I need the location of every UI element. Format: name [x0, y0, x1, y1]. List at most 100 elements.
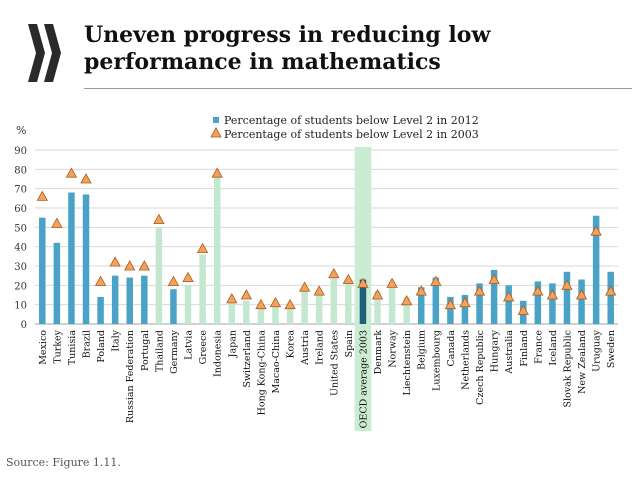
bar-2012-13 [228, 302, 236, 324]
x-tick-label-31: Hungary [490, 329, 501, 372]
bar-2012-24 [388, 281, 396, 324]
bar-2012-31 [490, 269, 498, 324]
bar-2012-5 [111, 275, 119, 324]
x-tick-label-0: Mexico [38, 330, 49, 365]
marker-layer [36, 167, 617, 315]
x-tick-label-16: Macao-China [271, 330, 282, 394]
y-tick-label-80: 80 [14, 165, 27, 176]
x-tick-label-20: United States [329, 330, 340, 396]
bar-2012-3 [82, 194, 90, 324]
x-tick-label-39: Sweden [606, 330, 617, 368]
x-tick-label-10: Latvia [184, 330, 195, 360]
bar-2012-1 [53, 242, 61, 324]
y-tick-labels: 0 10 20 30 40 50 60 70 80 90 [14, 146, 27, 331]
marker-2003-10 [182, 271, 194, 282]
x-tick-label-18: Austria [300, 330, 311, 366]
marker-2003-32 [503, 291, 515, 302]
y-tick-label-50: 50 [14, 223, 27, 234]
x-tick-label-6: Russian Federation [125, 330, 136, 423]
bar-2012-27 [432, 277, 440, 324]
bar-2012-16 [272, 302, 279, 324]
marker-2003-36 [561, 279, 573, 290]
title-line-1: Uneven progress in reducing low [84, 22, 491, 48]
marker-2003-24 [386, 277, 398, 288]
bar-2012-15 [257, 308, 265, 324]
bar-2012-9 [170, 289, 177, 324]
bar-2012-22 [359, 279, 367, 324]
bar-2012-20 [330, 273, 338, 324]
bar-2012-29 [461, 295, 469, 324]
y-tick-label-10: 10 [14, 301, 27, 312]
marker-2003-37 [575, 289, 588, 300]
x-tick-label-19: Ireland [315, 330, 326, 365]
logo-arrow-right [44, 24, 61, 82]
x-tick-label-7: Portugal [140, 330, 151, 371]
marker-2003-27 [430, 275, 442, 286]
bar-2012-38 [592, 215, 600, 324]
x-tick-label-26: Belgium [417, 330, 428, 370]
y-tick-label-70: 70 [14, 185, 27, 196]
y-tick-label-20: 20 [14, 281, 27, 292]
bar-2012-6 [126, 277, 133, 324]
marker-2003-35 [546, 289, 559, 300]
bar-2012-32 [505, 285, 512, 324]
x-tick-label-30: Czech Republic [475, 330, 486, 405]
y-tick-label-0: 0 [21, 320, 27, 331]
marker-2003-7 [138, 260, 150, 271]
x-tick-label-24: Norway [388, 329, 399, 367]
bar-2012-12 [213, 177, 221, 324]
bar-chart: % 0 10 20 30 40 50 60 70 80 90 Mexico Turkey Tunisi… [14, 114, 618, 431]
x-tick-label-8: Thailand [154, 330, 165, 372]
x-tick-label-33: Finland [519, 330, 530, 367]
marker-2003-29 [459, 296, 471, 308]
marker-2003-1 [51, 217, 63, 228]
marker-2003-15 [255, 298, 267, 310]
bar-2012-34 [534, 281, 542, 324]
legend-label-2003: Percentage of students below Level 2 in … [224, 128, 479, 141]
title-divider [84, 88, 632, 89]
bar-2012-39 [607, 271, 614, 324]
bar-2012-37 [578, 279, 585, 324]
x-tick-label-14: Switzerland [242, 330, 253, 388]
marker-2003-20 [328, 267, 340, 279]
bar-2012-36 [563, 271, 571, 324]
y-tick-label-60: 60 [14, 204, 27, 215]
bar-layer [39, 177, 614, 324]
marker-2003-39 [605, 285, 617, 296]
marker-2003-6 [124, 260, 136, 271]
marker-2003-21 [342, 273, 355, 284]
x-tick-label-29: Netherlands [460, 330, 471, 390]
x-tick-label-5: Italy [111, 329, 122, 351]
bar-2012-26 [417, 287, 425, 324]
y-tick-label-90: 90 [14, 146, 27, 157]
bar-2012-7 [141, 275, 148, 324]
legend-marker-icon [210, 127, 222, 138]
marker-2003-5 [109, 256, 121, 267]
logo-arrow-left [28, 24, 45, 82]
legend-bar-swatch [213, 117, 219, 123]
x-tick-label-12: Indonesia [213, 330, 224, 377]
legend-label-2012: Percentage of students below Level 2 in … [224, 114, 479, 127]
marker-2003-18 [298, 281, 311, 292]
marker-2003-11 [196, 242, 209, 253]
marker-2003-31 [488, 273, 500, 284]
x-tick-label-25: Liechtenstein [402, 330, 413, 395]
x-tick-label-27: Luxembourg [431, 330, 442, 391]
marker-2003-19 [313, 285, 325, 296]
bar-2012-18 [301, 287, 308, 324]
x-tick-label-37: New Zealand [577, 330, 588, 394]
x-tick-labels: Mexico Turkey Tunisia Brazil Poland Italy Russ… [38, 329, 617, 428]
bar-2012-14 [243, 300, 250, 324]
x-tick-label-36: Slovak Republic [562, 330, 573, 408]
y-tick-label-30: 30 [14, 262, 27, 273]
marker-2003-33 [517, 304, 529, 315]
marker-2003-17 [284, 298, 296, 310]
x-tick-label-1: Turkey [52, 329, 63, 363]
marker-2003-28 [444, 298, 457, 310]
marker-2003-30 [473, 285, 486, 296]
bar-2012-35 [549, 283, 556, 324]
marker-2003-16 [269, 296, 282, 308]
source-note: Source: Figure 1.11. [6, 456, 121, 469]
axis-layer: % [16, 124, 26, 137]
bar-2012-0 [39, 217, 46, 324]
